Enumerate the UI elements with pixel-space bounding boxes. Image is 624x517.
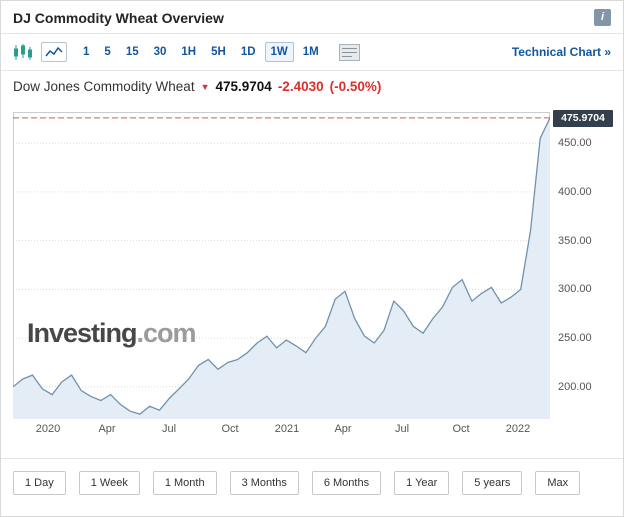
quote-row: Dow Jones Commodity Wheat ▼ 475.9704 -2.… (1, 71, 623, 98)
last-price: 475.9704 (215, 79, 272, 94)
range-button-6-months[interactable]: 6 Months (311, 471, 382, 495)
range-button-1-week[interactable]: 1 Week (78, 471, 140, 495)
range-button-3-months[interactable]: 3 Months (229, 471, 299, 495)
x-axis-label-2022: 2022 (505, 423, 531, 435)
watermark-brand: Investing (27, 318, 138, 348)
range-button-5-years[interactable]: 5 years (462, 471, 523, 495)
interval-button-15[interactable]: 15 (125, 46, 139, 58)
y-axis-label-350: 350.00 (558, 235, 592, 247)
chart-area: Investing.com 475.9704 450.00 400.00 350.0… (12, 100, 613, 452)
interval-buttons: 1 5 15 30 1H 5H 1D 1W 1M (77, 42, 325, 62)
y-axis-label-200: 200.00 (558, 381, 592, 393)
x-axis-label-jul: Jul (394, 423, 410, 435)
candlestick-chart-icon[interactable] (13, 43, 33, 61)
investing-watermark: Investing.com (27, 318, 197, 349)
x-axis-label-apr: Apr (98, 423, 116, 435)
range-button-max[interactable]: Max (535, 471, 581, 495)
instrument-name: Dow Jones Commodity Wheat (13, 79, 195, 94)
interval-button-1m[interactable]: 1M (302, 46, 319, 58)
x-axis-label-oct: Oct (221, 423, 239, 435)
info-icon[interactable]: i (594, 9, 611, 26)
interval-button-30[interactable]: 30 (153, 46, 167, 58)
interval-button-1d[interactable]: 1D (240, 46, 256, 58)
watermark-suffix: .com (136, 318, 197, 348)
y-axis-label-300: 300.00 (558, 283, 592, 295)
y-axis-label-450: 450.00 (558, 137, 592, 149)
range-button-1-day[interactable]: 1 Day (13, 471, 66, 495)
page-title: DJ Commodity Wheat Overview (13, 9, 224, 26)
interval-button-5[interactable]: 5 (104, 46, 111, 58)
interval-button-5h[interactable]: 5H (211, 46, 226, 58)
x-axis-label-jul: Jul (161, 423, 177, 435)
title-bar: DJ Commodity Wheat Overview i (1, 1, 623, 33)
range-button-1-year[interactable]: 1 Year (394, 471, 450, 495)
line-chart-icon[interactable] (41, 42, 67, 62)
x-axis-label-2020: 2020 (35, 423, 61, 435)
price-down-arrow-icon: ▼ (200, 81, 210, 92)
price-change-percent: (-0.50%) (329, 79, 382, 94)
interval-button-1[interactable]: 1 (83, 46, 90, 58)
range-buttons: 1 Day 1 Week 1 Month 3 Months 6 Months 1 Year… (1, 458, 623, 507)
chart-settings-icon[interactable] (338, 43, 360, 61)
price-chart[interactable] (12, 112, 551, 420)
chart-toolbar: 1 5 15 30 1H 5H 1D 1W 1M Technical Chart » (1, 33, 623, 71)
y-axis-label-250: 250.00 (558, 332, 592, 344)
last-price-tag: 475.9704 (553, 110, 613, 127)
range-button-1-month[interactable]: 1 Month (152, 471, 217, 495)
technical-chart-link[interactable]: Technical Chart » (511, 45, 611, 59)
interval-button-1w[interactable]: 1W (264, 42, 294, 62)
x-axis-label-2021: 2021 (274, 423, 300, 435)
interval-button-1h[interactable]: 1H (181, 46, 197, 58)
x-axis-label-oct: Oct (452, 423, 470, 435)
price-change: -2.4030 (277, 79, 324, 94)
y-axis-label-400: 400.00 (558, 186, 592, 198)
x-axis-label-apr: Apr (334, 423, 352, 435)
